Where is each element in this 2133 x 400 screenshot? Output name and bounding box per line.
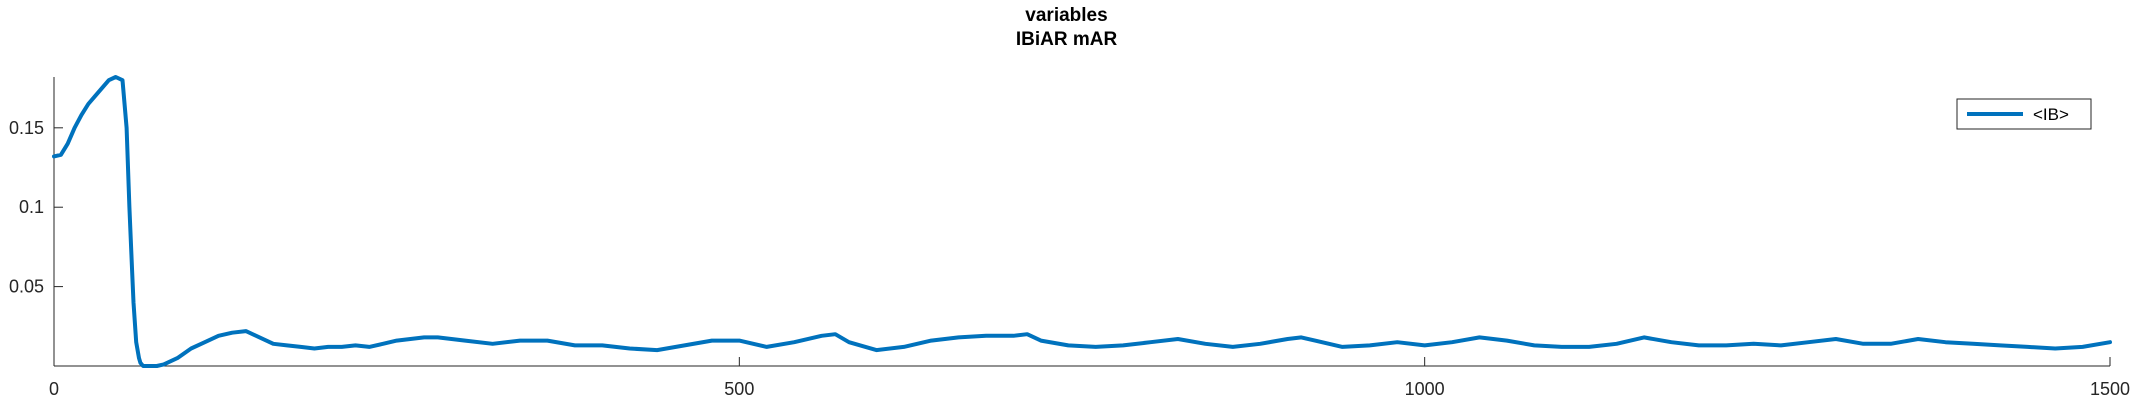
series-line xyxy=(52,75,2112,368)
ticks: 0 500 1000 1500 0.05 0.1 0.15 xyxy=(9,118,2130,399)
chart-title: variables xyxy=(1025,5,1108,26)
legend-label: <IB> xyxy=(2033,105,2069,124)
chart-subtitle: IBiAR mAR xyxy=(1015,29,1118,50)
x-tick-label: 1000 xyxy=(1405,379,1445,399)
x-tick-label: 1500 xyxy=(2090,379,2130,399)
y-tick-label: 0.1 xyxy=(19,197,44,217)
y-tick-label: 0.15 xyxy=(9,118,44,138)
series-layer xyxy=(52,75,2112,368)
y-tick-label: 0.05 xyxy=(9,277,44,297)
x-tick-label: 0 xyxy=(49,379,59,399)
chart-title-block: variables IBiAR mAR xyxy=(0,4,2133,52)
x-tick-label: 500 xyxy=(724,379,754,399)
axes xyxy=(53,77,2110,367)
legend: <IB> xyxy=(1956,98,2092,130)
